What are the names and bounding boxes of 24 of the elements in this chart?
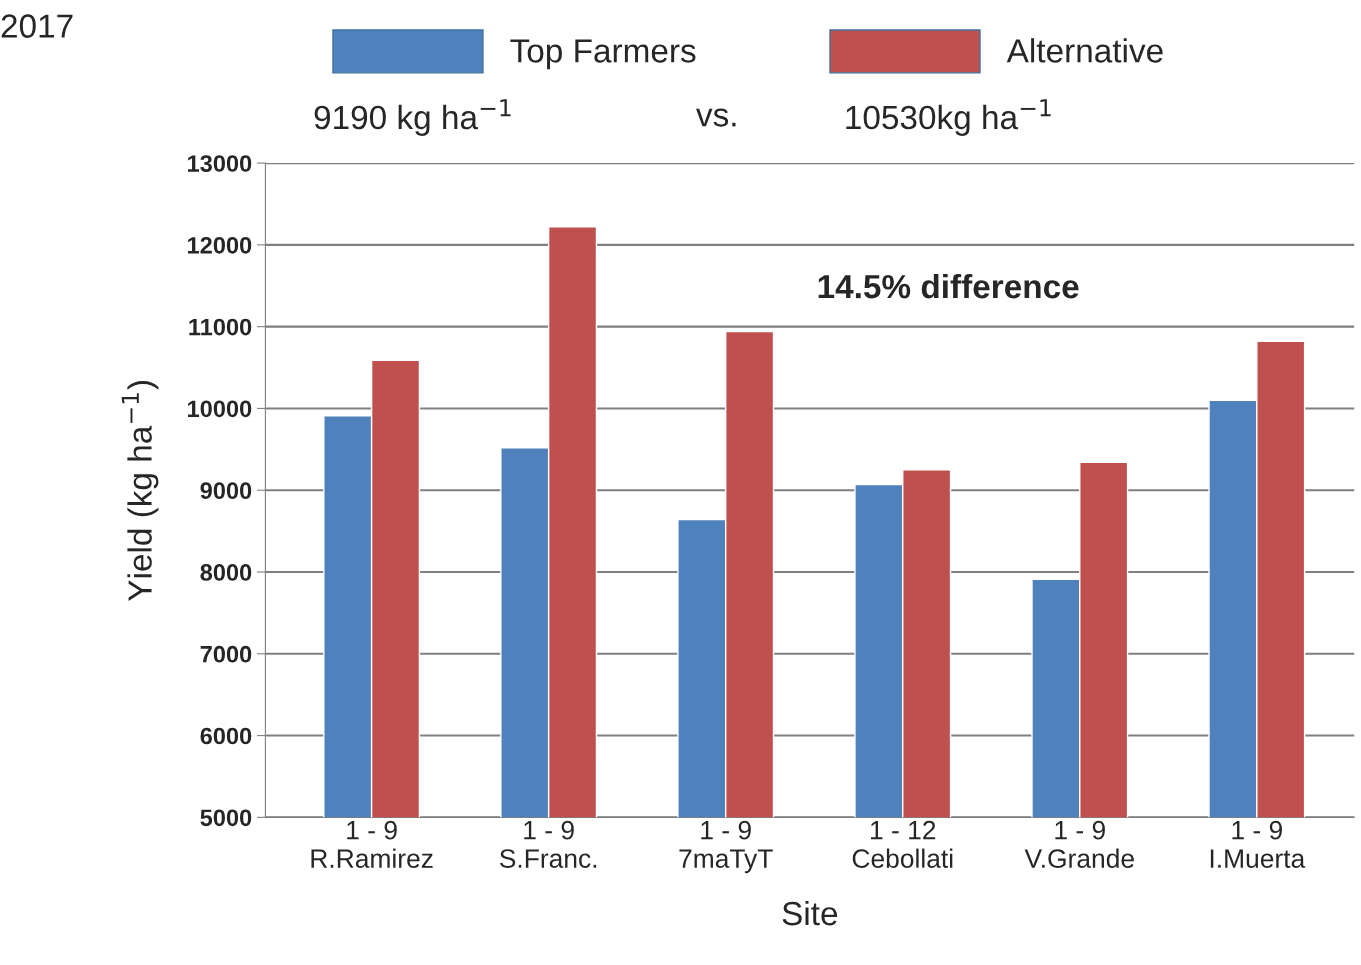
y-tick-label: 9000	[200, 482, 252, 500]
y-tick-label: 13000	[188, 155, 252, 172]
x-tick-label: 1 - 9 S.Franc.	[500, 820, 597, 868]
y-tick-label: 12000	[188, 236, 252, 254]
text: 10530kg ha$^{−1}$	[846, 99, 1051, 136]
x-tick-label: 1 - 9 I.Muerta	[1210, 820, 1306, 868]
y-tick-label: 10000	[188, 400, 252, 418]
legend-label: Alternative	[1006, 38, 1163, 63]
y-tick-label: 7000	[200, 645, 252, 663]
chart-title: 2017	[1, 14, 73, 38]
x-axis-title: Site	[782, 900, 838, 926]
text: 9190 kg ha$^{−1}$	[314, 99, 511, 136]
legend-label: Top Farmers	[510, 39, 696, 70]
x-tick-label: 1 - 9 V.Grande	[1024, 820, 1134, 868]
annotation: 14.5% difference	[818, 273, 1079, 299]
y-tick-label: 11000	[189, 318, 252, 336]
y-tick-label: 6000	[200, 727, 252, 745]
y-tick-label: 8000	[200, 564, 252, 581]
y-axis-title: Yield (kg ha$^{−1}$)	[121, 381, 159, 601]
x-tick-label: 1 - 12 Cebollati	[852, 820, 953, 868]
text: vs.	[696, 108, 736, 127]
x-tick-label: 1 - 9 7maTyT	[679, 820, 773, 874]
x-tick-label: 1 - 9 R.Ramirez	[311, 820, 433, 868]
y-tick-label: 5000	[200, 809, 252, 827]
